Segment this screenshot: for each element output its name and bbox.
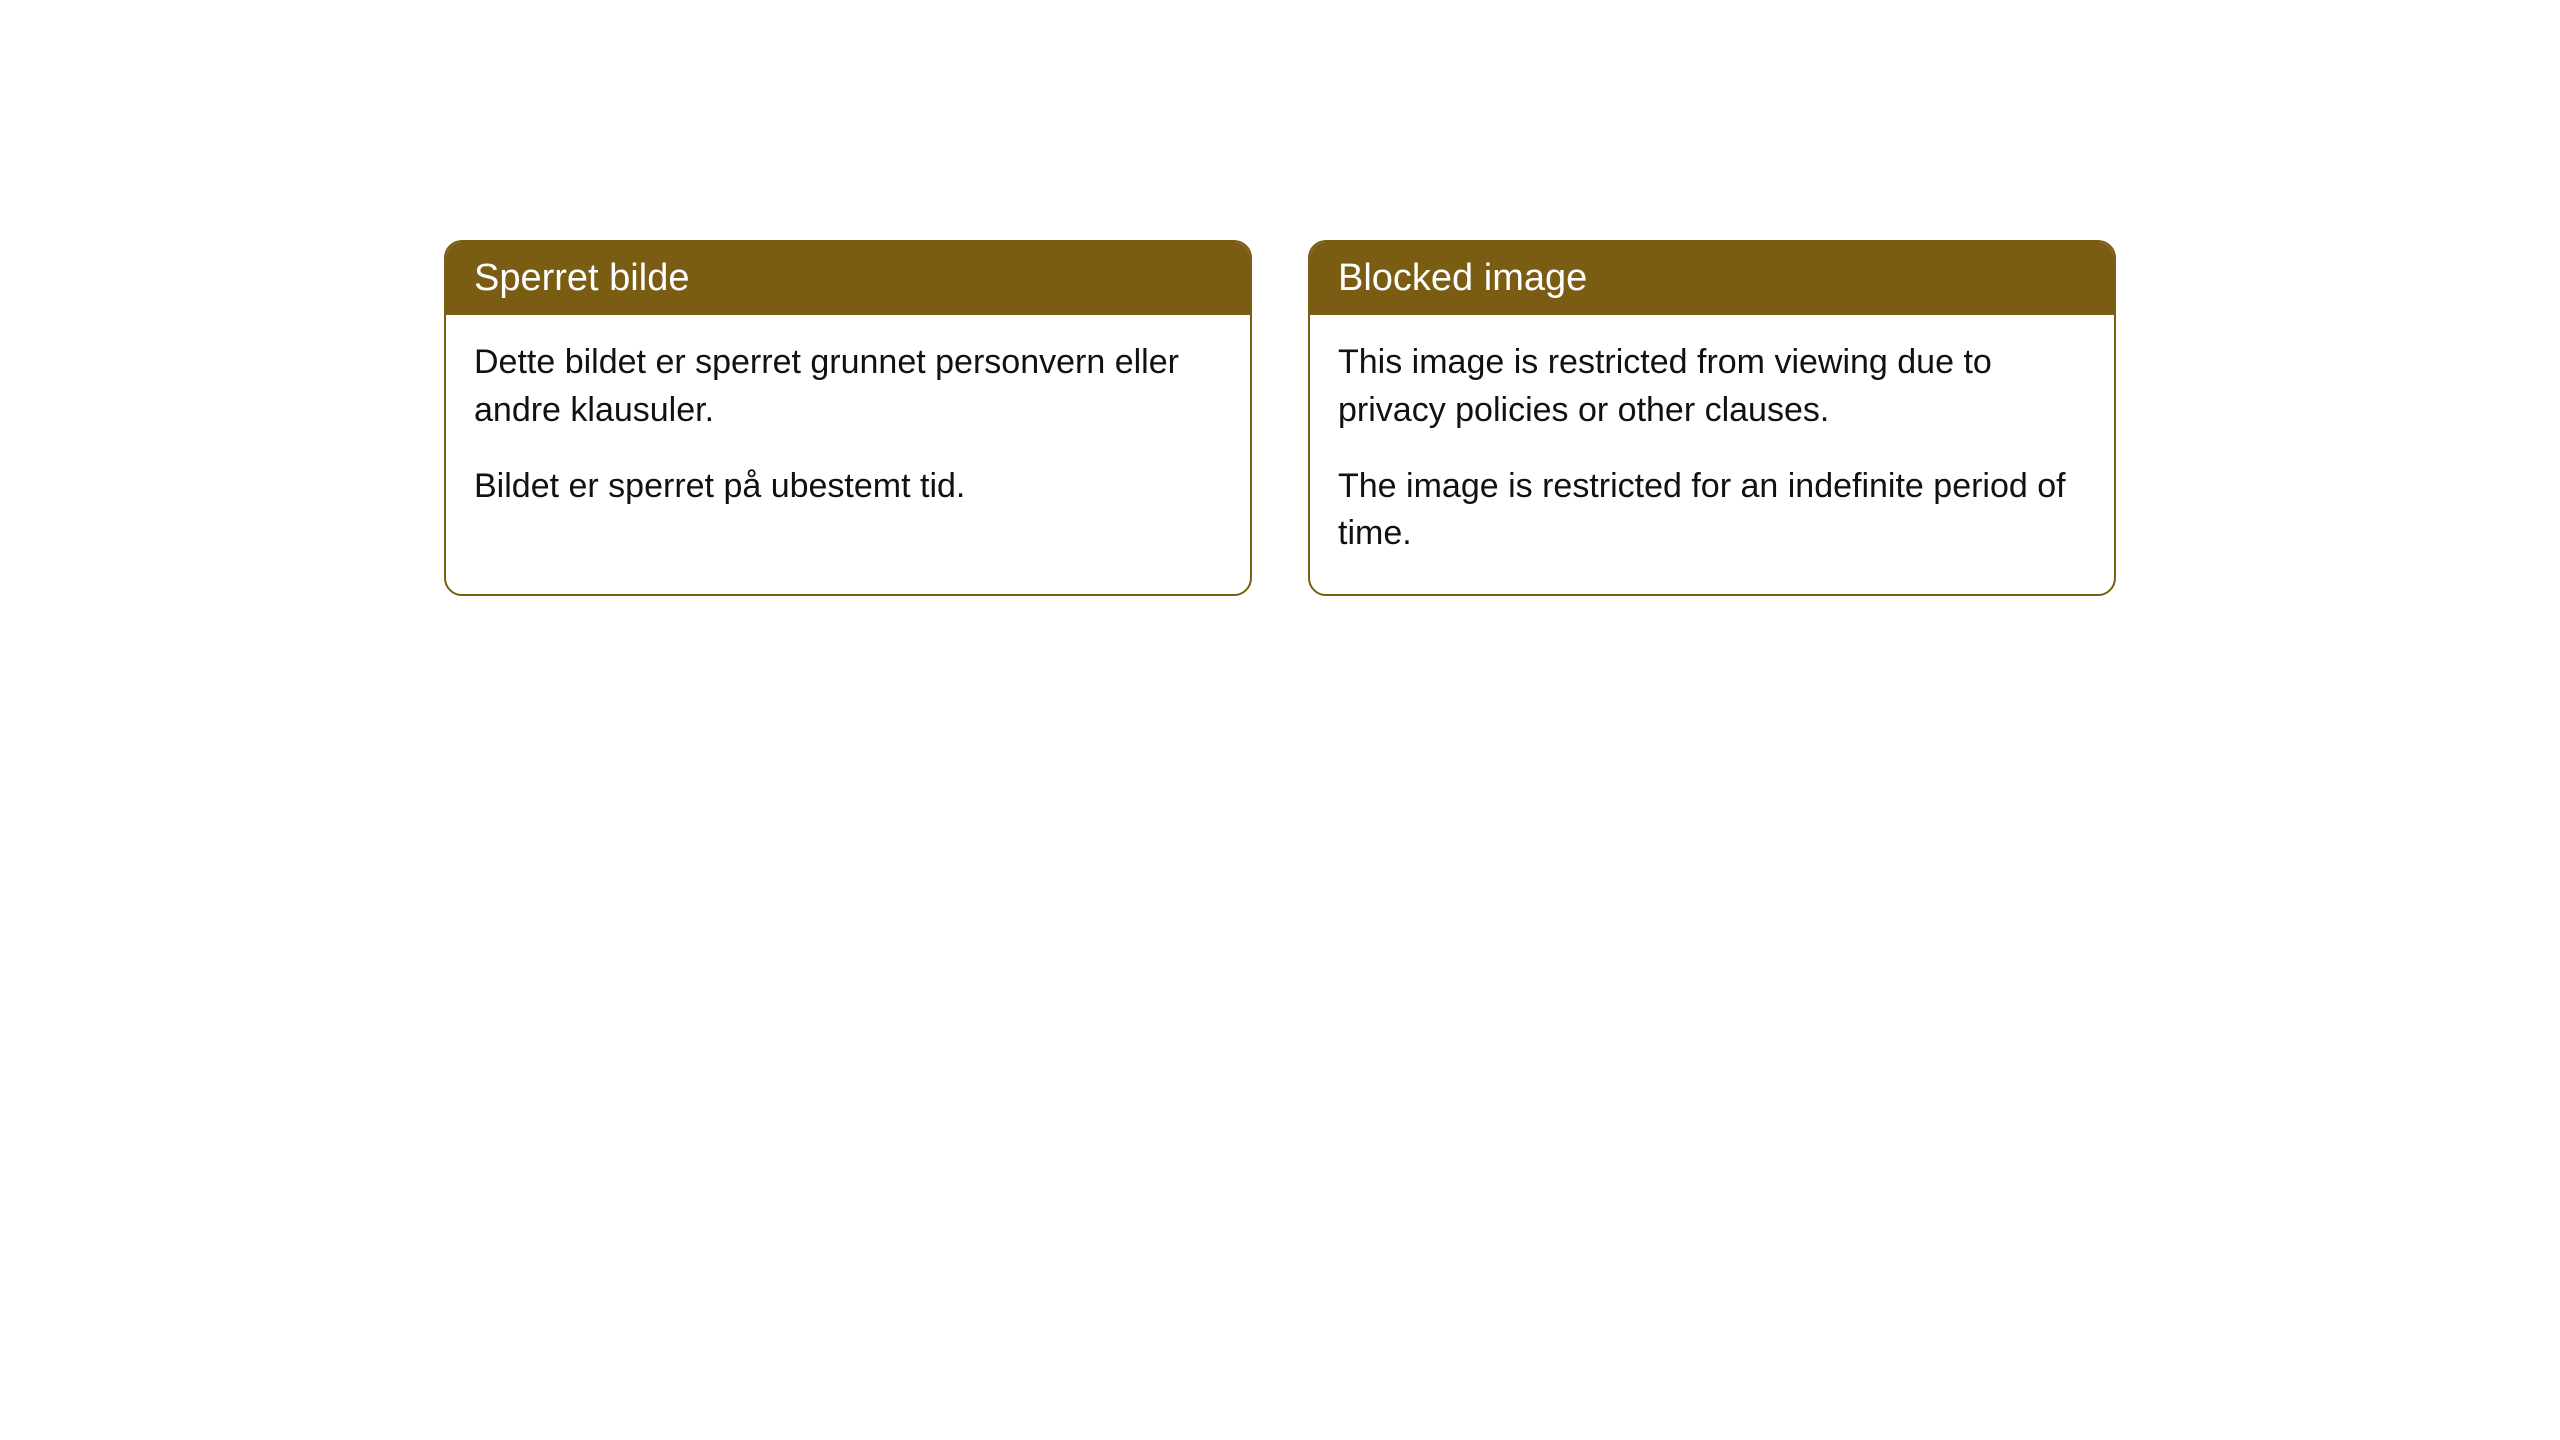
card-body-en: This image is restricted from viewing du… bbox=[1310, 315, 2114, 593]
card-title-en: Blocked image bbox=[1338, 257, 1587, 299]
card-paragraph-en-1: This image is restricted from viewing du… bbox=[1338, 339, 2086, 434]
card-paragraph-en-2: The image is restricted for an indefinit… bbox=[1338, 463, 2086, 558]
card-header-en: Blocked image bbox=[1310, 242, 2114, 315]
notice-container: Sperret bilde Dette bildet er sperret gr… bbox=[0, 240, 2560, 596]
card-paragraph-no-1: Dette bildet er sperret grunnet personve… bbox=[474, 339, 1222, 434]
card-title-no: Sperret bilde bbox=[474, 257, 689, 299]
blocked-image-card-no: Sperret bilde Dette bildet er sperret gr… bbox=[444, 240, 1252, 596]
card-header-no: Sperret bilde bbox=[446, 242, 1250, 315]
blocked-image-card-en: Blocked image This image is restricted f… bbox=[1308, 240, 2116, 596]
card-body-no: Dette bildet er sperret grunnet personve… bbox=[446, 315, 1250, 546]
card-paragraph-no-2: Bildet er sperret på ubestemt tid. bbox=[474, 463, 1222, 511]
